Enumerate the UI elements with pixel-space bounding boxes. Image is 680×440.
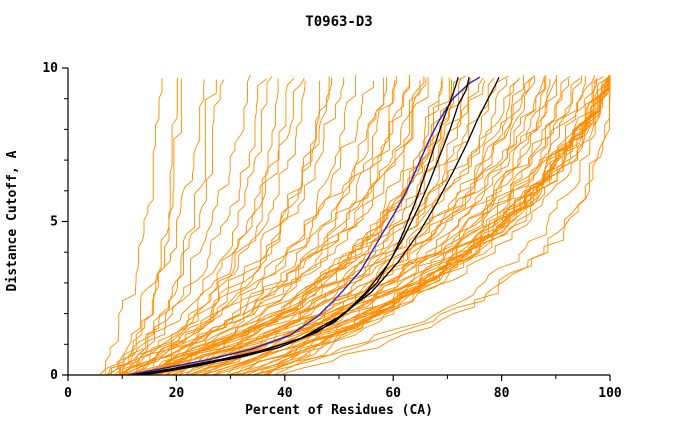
ensemble-curve bbox=[120, 77, 178, 375]
highlight-curve-model-black-2 bbox=[138, 77, 470, 376]
ensemble-curve bbox=[150, 76, 398, 376]
ensemble-curve bbox=[278, 75, 611, 376]
x-tick-label: 100 bbox=[598, 386, 622, 401]
x-axis-label: Percent of Residues (CA) bbox=[245, 403, 433, 418]
ensemble-curve bbox=[149, 77, 495, 376]
ensemble-curve bbox=[119, 77, 427, 376]
ensemble-curve bbox=[177, 79, 596, 376]
ensemble-curve bbox=[171, 75, 509, 376]
ensemble-curve bbox=[122, 80, 374, 376]
x-tick-label: 60 bbox=[385, 386, 401, 401]
ensemble-curve bbox=[143, 74, 357, 376]
ensemble-curve bbox=[203, 75, 525, 376]
ensemble-curve bbox=[226, 75, 596, 376]
ensemble-curve bbox=[265, 76, 611, 376]
x-tick-label: 40 bbox=[277, 386, 293, 401]
y-axis-label: Distance Cutoff, A bbox=[5, 150, 20, 291]
y-tick-label: 10 bbox=[42, 61, 58, 76]
ensemble-curve bbox=[268, 76, 611, 376]
ensemble-curve bbox=[107, 77, 385, 376]
highlight-curve-model-black-3 bbox=[143, 76, 500, 376]
ensemble-curve bbox=[151, 75, 547, 376]
ensemble-curve bbox=[212, 75, 582, 376]
ensemble-curve bbox=[136, 79, 217, 375]
x-tick-label: 0 bbox=[64, 386, 72, 401]
ensemble-curve bbox=[252, 80, 606, 376]
ensemble-curve bbox=[203, 79, 611, 376]
y-tick-label: 0 bbox=[50, 368, 58, 383]
ensemble-curve bbox=[122, 80, 306, 376]
ensemble-curve bbox=[146, 77, 450, 376]
highlight-curve-model-blue bbox=[127, 76, 481, 376]
ensemble-curve bbox=[143, 79, 519, 376]
ensemble-curve bbox=[132, 76, 388, 376]
ensemble-curve bbox=[141, 77, 305, 376]
ensemble-curve bbox=[151, 80, 442, 376]
ensemble-curve bbox=[252, 76, 610, 376]
ensemble-curve bbox=[178, 75, 466, 376]
ensemble-curve bbox=[127, 76, 443, 376]
ensemble-curve bbox=[110, 74, 251, 375]
ensemble-curve bbox=[147, 77, 484, 376]
axes-layer: 0 20 40 60 80 100 0 5 10 bbox=[42, 61, 622, 401]
ensemble-curve bbox=[138, 78, 551, 376]
ensemble-curve bbox=[121, 79, 225, 376]
y-tick-label: 5 bbox=[50, 215, 58, 230]
ensemble-curve bbox=[109, 76, 273, 376]
ensemble-curve bbox=[119, 79, 205, 375]
chart-title: T0963-D3 bbox=[305, 14, 372, 30]
ensemble-curve bbox=[170, 76, 545, 376]
ensemble-curve bbox=[154, 78, 411, 376]
ensemble-curve bbox=[186, 74, 558, 376]
ensemble-curve bbox=[104, 78, 163, 375]
ensemble-curve bbox=[191, 80, 608, 376]
ensemble-curve bbox=[98, 78, 267, 376]
axis-frame bbox=[67, 68, 610, 376]
x-tick-label: 20 bbox=[169, 386, 185, 401]
ensemble-curve bbox=[134, 77, 472, 376]
curves-layer bbox=[98, 74, 611, 376]
x-tick-label: 80 bbox=[494, 386, 510, 401]
ensemble-curve bbox=[149, 76, 330, 376]
ensemble-curve bbox=[116, 77, 295, 376]
